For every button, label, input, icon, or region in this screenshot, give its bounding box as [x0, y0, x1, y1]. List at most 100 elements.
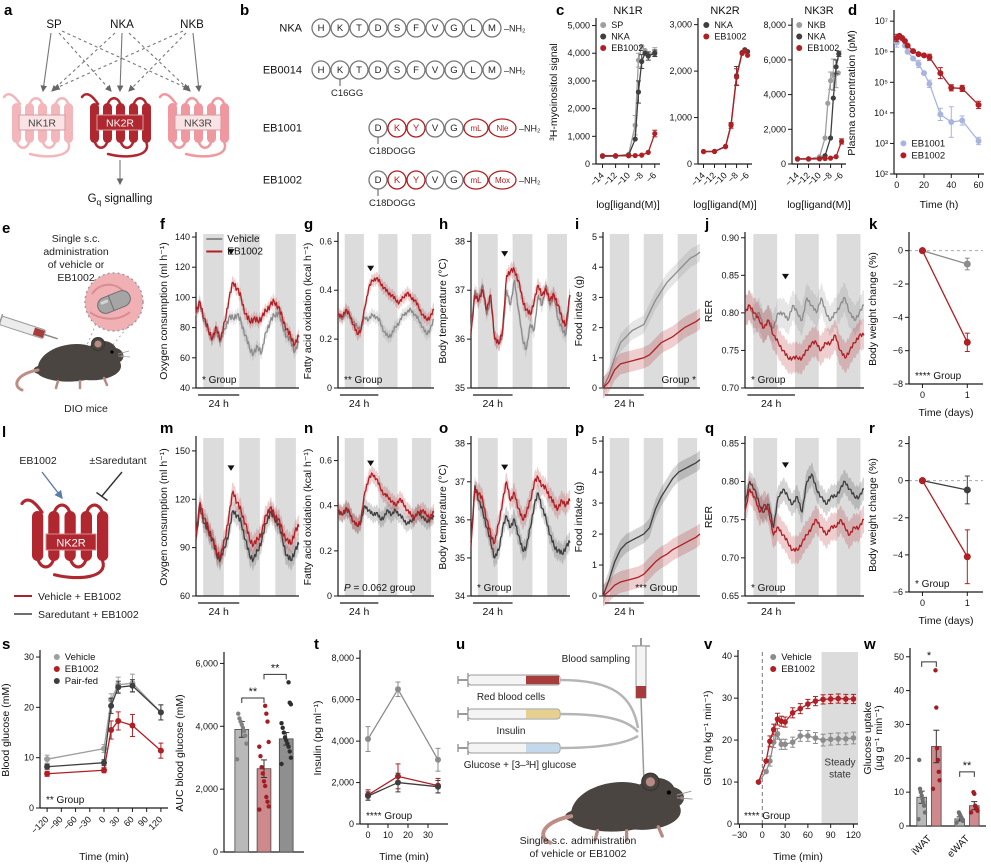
- ligand-nkb-label: NKB: [180, 19, 204, 31]
- panel-r: r −6 −4 −2 0 2 Body weight change (%) 0 1 Time (…: [867, 420, 991, 628]
- svg-text:G: G: [450, 123, 457, 134]
- svg-text:Time (min): Time (min): [379, 851, 429, 863]
- panel-d-letter: d: [848, 2, 858, 19]
- svg-text:20: 20: [919, 180, 929, 190]
- svg-text:60: 60: [180, 353, 190, 363]
- chart-body-temperature-saredutant: 34 35 36 37 38 Body temperature (°C) 24 h * Gro…: [437, 436, 571, 618]
- chart-insulin: 0 2,000 4,000 6,000 8,000 Insulin (pg ml⁻¹) 0 1…: [312, 650, 448, 863]
- svg-text:0: 0: [760, 830, 765, 840]
- svg-text:10: 10: [722, 777, 732, 787]
- svg-text:10: 10: [24, 753, 34, 763]
- svg-text:3: 3: [592, 292, 597, 302]
- svg-text:8,000: 8,000: [331, 653, 354, 663]
- svg-text:60: 60: [974, 180, 984, 190]
- svg-text:NKA: NKA: [714, 20, 733, 30]
- svg-text:Food intake (g): Food intake (g): [573, 482, 585, 553]
- blood-sampling-label: Blood sampling: [562, 654, 630, 665]
- panel-h-letter: h: [439, 216, 449, 233]
- svg-text:Food intake (g): Food intake (g): [573, 276, 585, 347]
- svg-text:Vehicle: Vehicle: [781, 652, 812, 663]
- eb1002-label: EB1002: [19, 455, 57, 467]
- svg-text:–NH₂: –NH₂: [519, 124, 541, 134]
- dio-mice-caption: DIO mice: [64, 403, 108, 415]
- svg-text:iWAT: iWAT: [910, 833, 934, 857]
- svg-text:S: S: [394, 65, 400, 76]
- chart-nk3r: 02,0004,0006,0008,000−14−12−10−8−6log[li…: [763, 5, 850, 211]
- svg-text:M: M: [488, 65, 496, 76]
- svg-text:80: 80: [180, 323, 190, 333]
- svg-text:2: 2: [592, 529, 597, 539]
- panel-q: q 0.65 0.70 0.75 0.80 0.85 RER 24 h * Group: [703, 420, 867, 628]
- svg-text:−6: −6: [644, 170, 658, 184]
- svg-text:0: 0: [213, 847, 218, 857]
- svg-text:5,000: 5,000: [567, 21, 590, 31]
- svg-text:150: 150: [175, 446, 190, 456]
- svg-text:24 h: 24 h: [208, 398, 229, 410]
- panel-w-letter: w: [864, 636, 876, 653]
- svg-text:Y: Y: [413, 175, 420, 186]
- panel-k-letter: k: [869, 216, 878, 233]
- svg-text:24 h: 24 h: [614, 398, 635, 410]
- svg-text:0.6: 0.6: [319, 456, 332, 466]
- svg-text:40: 40: [180, 383, 190, 393]
- vertical-syringe-icon: [632, 638, 650, 785]
- svg-text:10⁵: 10⁵: [874, 77, 888, 87]
- panel-f: f 40 60 80 100 120 140 Oxygen consumption (ml …: [158, 216, 302, 420]
- svg-text:36: 36: [455, 515, 465, 525]
- svg-text:**: **: [271, 662, 280, 674]
- panel-t: t 0 2,000 4,000 6,000 8,000 Insulin (pg ml⁻¹)…: [312, 636, 454, 866]
- svg-text:−4: −4: [893, 312, 903, 322]
- nk1r-label-box: [18, 114, 66, 131]
- panel-p-letter: p: [575, 420, 585, 437]
- svg-text:V: V: [432, 175, 439, 186]
- svg-text:0.70: 0.70: [721, 383, 739, 393]
- svg-text:NKA: NKA: [279, 23, 302, 35]
- panel-s: s 0 10 20 30 Blood glucose (mM) −120 −90 −60 −30…: [0, 636, 174, 866]
- svg-text:40: 40: [894, 686, 904, 696]
- panel-d: d 10² 10³ 10⁴ 10⁵ 10⁶ 10⁷ Plasma concentration…: [846, 2, 990, 214]
- svg-text:0: 0: [327, 591, 332, 601]
- svg-text:** Group: ** Group: [344, 375, 383, 386]
- svg-text:60: 60: [803, 830, 813, 840]
- svg-text:0: 0: [894, 180, 899, 190]
- svg-text:1,000: 1,000: [669, 113, 692, 123]
- svg-text:Y: Y: [413, 123, 420, 134]
- svg-text:10²: 10²: [875, 169, 888, 179]
- svg-text:37: 37: [455, 477, 465, 487]
- svg-text:Time (days): Time (days): [918, 615, 973, 627]
- svg-text:30: 30: [423, 830, 433, 840]
- nk2r-label-box: [45, 533, 97, 551]
- svg-text:0: 0: [727, 819, 732, 829]
- svg-text:Blood glucose (mM): Blood glucose (mM): [0, 683, 12, 776]
- svg-text:5: 5: [592, 232, 597, 242]
- chart-food-intake-saredutant: 0 1 2 3 4 5 Food intake (g) 24 h *** Group: [573, 436, 701, 618]
- svg-text:D: D: [375, 175, 382, 186]
- antagonist-diagram: EB1002 ±Saredutant NK2R Vehicle + EB1002…: [14, 455, 147, 621]
- chart-nk2r: 01,0002,0003,000−14−12−10−8−6log[ligand(…: [669, 5, 756, 211]
- svg-text:F: F: [413, 65, 419, 76]
- panel-a: a SP NKA NKB: [2, 2, 236, 214]
- svg-text:EB1001: EB1001: [911, 138, 945, 149]
- svg-text:K: K: [394, 175, 401, 186]
- svg-text:state: state: [829, 770, 851, 781]
- chart-nk1r: 0 1,000 2,000 3,000 4,000 5,000 ³H-myoinositol…: [548, 5, 660, 211]
- svg-text:C18DOGG: C18DOGG: [369, 198, 415, 209]
- svg-text:V: V: [432, 65, 439, 76]
- svg-text:EB1002: EB1002: [263, 175, 302, 187]
- svg-text:Pair-fed: Pair-fed: [65, 676, 98, 687]
- panel-h: h 35 36 37 38 Body temperature (°C) 24 h: [437, 216, 573, 420]
- panel-i: i 0 1 2 3 4 5 Food intake (g) 24 h Group *: [573, 216, 703, 420]
- panel-v: v Steady state 0 10 20 30 40 GIR (mg kg⁻¹ min⁻¹…: [702, 636, 862, 866]
- svg-text:NKA: NKA: [807, 32, 826, 42]
- svg-text:G: G: [450, 65, 457, 76]
- svg-text:G: G: [450, 23, 457, 34]
- svg-text:3,000: 3,000: [669, 20, 692, 30]
- svg-text:120: 120: [147, 814, 165, 832]
- nk1r-label: NK1R: [28, 118, 56, 130]
- svg-text:60: 60: [122, 814, 136, 828]
- svg-text:1: 1: [965, 598, 970, 608]
- svg-text:Body temperature (°C): Body temperature (°C): [437, 464, 449, 569]
- svg-text:0: 0: [97, 814, 108, 825]
